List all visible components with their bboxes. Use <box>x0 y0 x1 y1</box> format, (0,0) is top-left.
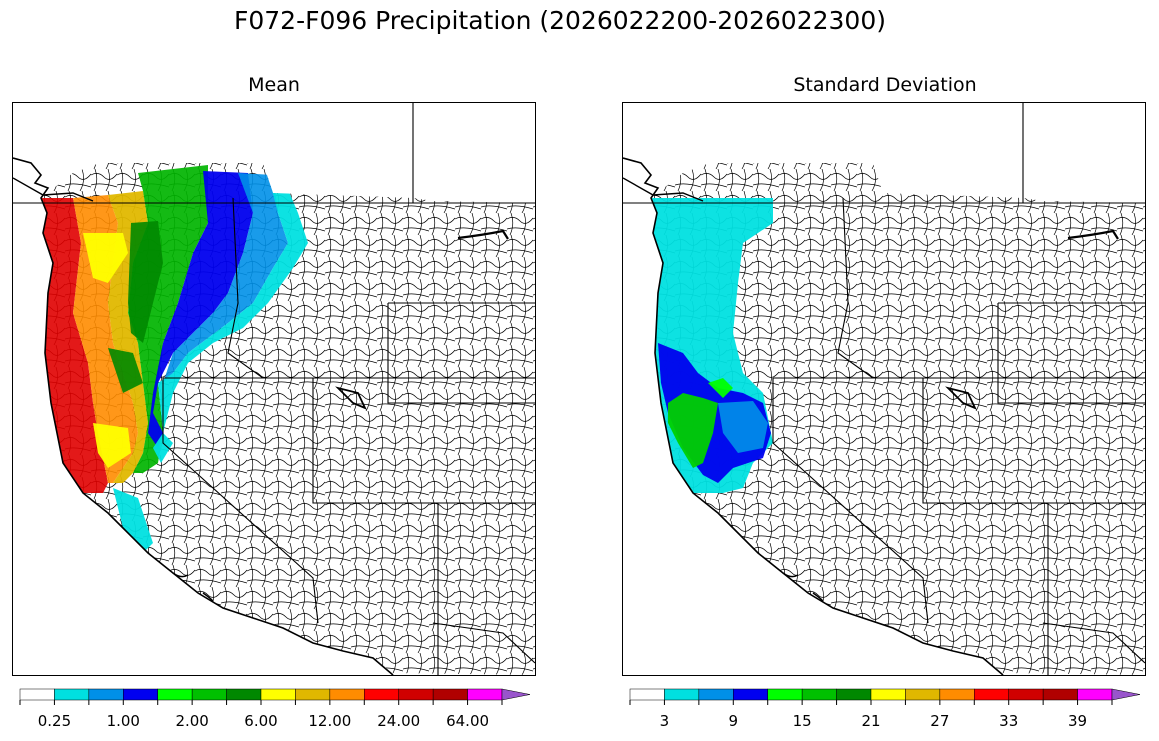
colorbar-tick-label: 0.25 <box>37 712 72 730</box>
stddev-band-brightgreen <box>708 378 733 398</box>
stddev-map <box>622 102 1146 676</box>
colorbar-swatch <box>1042 688 1078 701</box>
colorbar-swatch <box>364 688 399 701</box>
mean-band-orange <box>73 195 138 483</box>
state-borders <box>623 103 1145 675</box>
colorbar-tick-label: 64.00 <box>446 712 490 730</box>
coastline <box>623 157 1004 675</box>
state-borders <box>13 103 535 675</box>
colorbar-swatch <box>157 688 193 701</box>
colorbar-swatch <box>733 688 768 701</box>
colorbar-swatch <box>698 688 734 701</box>
colorbar-swatch <box>767 688 803 701</box>
colorbar-swatch <box>191 688 227 701</box>
colorbar-tick-label: 21 <box>861 712 881 730</box>
stddev-panel-title: Standard Deviation <box>793 74 977 96</box>
mean-band-darkgreen <box>108 221 163 393</box>
colorbar-tick-label: 24.00 <box>377 712 421 730</box>
mean-band-yellow <box>83 233 131 468</box>
mean-colorbar-ticklabels: 0.25 1.00 2.00 6.00 12.00 24.00 64.00 <box>20 712 530 732</box>
colorbar-swatch <box>226 688 262 701</box>
colorbar-tick-label: 2.00 <box>175 712 209 730</box>
stddev-band-lightblue <box>718 401 768 453</box>
colorbar-swatch <box>398 688 434 701</box>
mean-band-lightblue <box>163 173 288 383</box>
colorbar-swatch <box>295 688 331 701</box>
colorbar-swatch <box>501 688 531 701</box>
colorbar-swatch <box>905 688 941 701</box>
mean-band-cyan <box>113 173 308 553</box>
colorbar-swatch <box>19 688 55 701</box>
mean-map <box>12 102 536 676</box>
mean-colorbar <box>19 688 531 710</box>
colorbar-swatch <box>88 688 124 701</box>
coastline <box>13 157 394 675</box>
colorbar-tick-label: 27 <box>930 712 950 730</box>
colorbar-tick-label: 1.00 <box>106 712 140 730</box>
colorbar-swatch <box>870 688 906 701</box>
mean-band-blue <box>148 171 253 448</box>
colorbar-tick-label: 39 <box>1068 712 1088 730</box>
colorbar-swatch <box>664 688 700 701</box>
colorbar-swatch <box>974 688 1009 701</box>
colorbar-swatch <box>1008 688 1044 701</box>
stddev-colorbar-ticklabels: 3 9 15 21 27 33 39 <box>630 712 1140 732</box>
colorbar-swatch <box>260 688 296 701</box>
colorbar-tick-label: 15 <box>792 712 812 730</box>
colorbar-swatch <box>939 688 975 701</box>
colorbar-swatch <box>801 688 837 701</box>
colorbar-swatch <box>329 688 365 701</box>
stddev-colorbar <box>629 688 1141 710</box>
colorbar-swatch <box>54 688 90 701</box>
colorbar-swatch <box>1077 688 1113 701</box>
colorbar-tick-label: 12.00 <box>308 712 352 730</box>
colorbar-tick-label: 6.00 <box>244 712 278 730</box>
colorbar-swatch <box>123 688 158 701</box>
colorbar-swatch <box>432 688 468 701</box>
colorbar-tick-label: 3 <box>659 712 670 730</box>
colorbar-tick-label: 33 <box>999 712 1019 730</box>
mean-panel-title: Mean <box>248 74 300 96</box>
colorbar-swatch <box>836 688 872 701</box>
colorbar-swatch <box>629 688 665 701</box>
colorbar-swatch <box>1111 688 1141 701</box>
colorbar-swatch <box>467 688 503 701</box>
mean-band-red <box>41 198 108 493</box>
stddev-band-green <box>668 393 718 468</box>
figure-title: F072-F096 Precipitation (2026022200-2026… <box>233 6 886 35</box>
colorbar-tick-label: 9 <box>728 712 739 730</box>
